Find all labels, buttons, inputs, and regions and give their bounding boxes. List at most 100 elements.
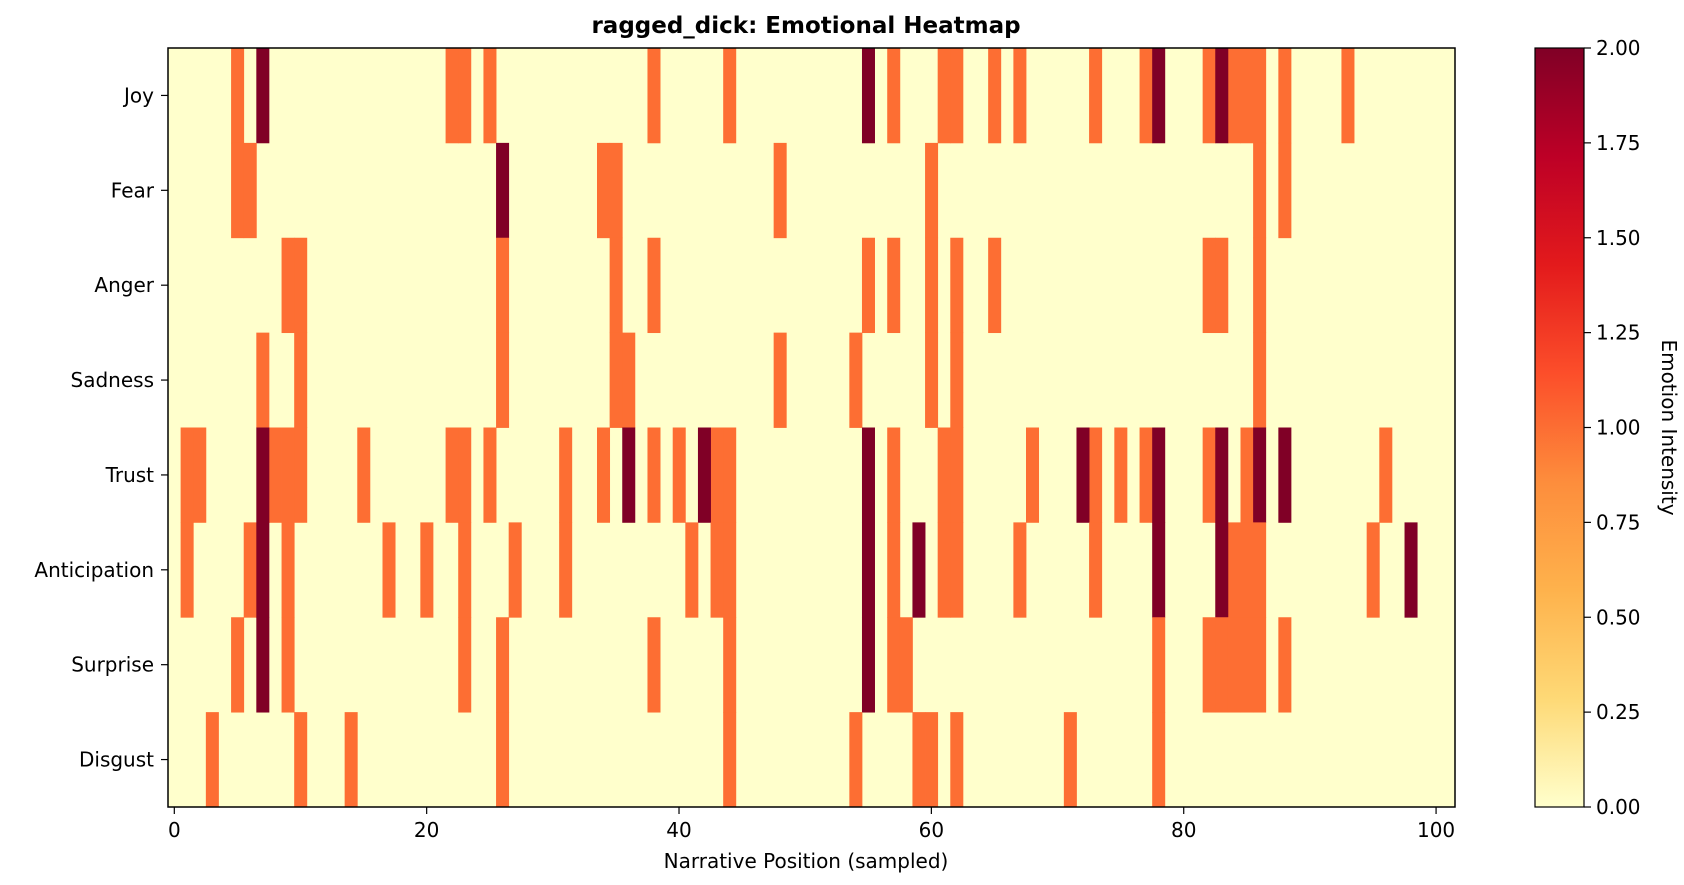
y-axis: Joy Fear Anger Sadness Trust Anticipation Surp…: [34, 83, 168, 772]
heatmap-cell-anger-10: [294, 237, 308, 334]
heatmap-cell-sadness-86: [1253, 332, 1267, 428]
heatmap-cell-disgust-54: [849, 712, 863, 808]
heatmap-cell-trust-78: [1152, 427, 1166, 523]
heatmap-cell-anticipation-1: [180, 522, 194, 618]
heatmap-cell-trust-38: [647, 427, 661, 523]
heatmap-cell-trust-75: [1114, 427, 1128, 523]
heatmap-cell-trust-77: [1139, 427, 1153, 523]
heatmap-cell-joy-67: [1013, 48, 1027, 144]
colorbar-tick-label-0: 0.00: [1596, 795, 1641, 819]
y-tick-label-disgust: Disgust: [79, 748, 154, 772]
heatmap-cell-surprise-55: [861, 617, 875, 713]
heatmap-cell-joy-44: [723, 48, 737, 144]
heatmap-cell-disgust-78: [1152, 712, 1166, 808]
heatmap-cell-trust-55: [861, 427, 875, 523]
heatmap-cell-surprise-44: [723, 617, 737, 713]
heatmap-cell-sadness-62: [950, 332, 964, 428]
heatmap-cell-joy-61: [937, 48, 951, 144]
heatmap-cell-joy-88: [1278, 48, 1292, 144]
heatmap-cell-disgust-3: [205, 712, 219, 808]
heatmap-cell-fear-35: [609, 142, 623, 239]
heatmap-cell-anger-83: [1215, 237, 1229, 334]
x-tick-label-100: 100: [1417, 818, 1455, 842]
heatmap-cell-surprise-83: [1215, 617, 1229, 713]
heatmap-cell-disgust-62: [950, 712, 964, 808]
heatmap-cell-surprise-86: [1253, 617, 1267, 713]
heatmap-cell-fear-86: [1253, 142, 1267, 239]
y-tick-label-anticipation: Anticipation: [34, 558, 154, 582]
heatmap-cell-anticipation-67: [1013, 522, 1027, 618]
heatmap-cell-surprise-7: [256, 617, 270, 713]
heatmap-cell-joy-73: [1089, 48, 1103, 144]
colorbar-tick-label-4: 1.00: [1596, 416, 1641, 440]
heatmap-cell-joy-7: [256, 48, 270, 144]
heatmap-cell-joy-38: [647, 48, 661, 144]
heatmap-cell-sadness-54: [849, 332, 863, 428]
heatmap-cell-anger-82: [1202, 237, 1216, 334]
heatmap-cell-fear-6: [243, 142, 257, 239]
heatmap-cell-trust-15: [357, 427, 371, 523]
x-axis: 0 20 40 60 80 100: [168, 807, 1455, 842]
heatmap-cell-trust-2: [193, 427, 207, 523]
heatmap-cell-trust-83: [1215, 427, 1229, 523]
heatmap-cell-anticipation-9: [281, 522, 295, 618]
heatmap-cell-trust-73: [1089, 427, 1103, 523]
heatmap-cell-trust-7: [256, 427, 270, 523]
heatmap-cell-disgust-60: [925, 712, 939, 808]
heatmap-cell-trust-43: [710, 427, 724, 523]
heatmap-cell-trust-1: [180, 427, 194, 523]
heatmap-cell-surprise-84: [1227, 617, 1241, 713]
heatmap-cell-surprise-88: [1278, 617, 1292, 713]
heatmap-cell-fear-60: [925, 142, 939, 239]
heatmap-cell-anger-35: [609, 237, 623, 334]
heatmap-cell-anticipation-95: [1366, 522, 1380, 618]
heatmap-cell-trust-40: [672, 427, 686, 523]
y-tick-label-fear: Fear: [111, 178, 155, 202]
heatmap-cell-sadness-26: [496, 332, 510, 428]
heatmap-cell-anticipation-57: [887, 522, 901, 618]
heatmap-cell-surprise-78: [1152, 617, 1166, 713]
heatmap-cell-disgust-10: [294, 712, 308, 808]
heatmap-cell-joy-86: [1253, 48, 1267, 144]
colorbar-tick-label-3: 0.75: [1596, 510, 1641, 534]
heatmap-cell-disgust-59: [912, 712, 926, 808]
heatmap-cell-joy-25: [483, 48, 497, 144]
heatmap-cell-anger-26: [496, 237, 510, 334]
heatmap-cell-surprise-58: [899, 617, 913, 713]
y-tick-label-surprise: Surprise: [71, 653, 154, 677]
heatmap-cell-fear-34: [597, 142, 611, 239]
heatmap-cell-trust-68: [1026, 427, 1040, 523]
heatmap-cell-joy-83: [1215, 48, 1229, 144]
heatmap-cell-joy-78: [1152, 48, 1166, 144]
heatmap-cell-anticipation-43: [710, 522, 724, 618]
heatmap-cell-anticipation-31: [559, 522, 573, 618]
colorbar: [1534, 47, 1585, 808]
heatmap-cell-anticipation-20: [420, 522, 434, 618]
heatmap-cell-joy-23: [458, 48, 472, 144]
heatmap-cell-joy-22: [445, 48, 459, 144]
heatmap-cell-joy-77: [1139, 48, 1153, 144]
heatmap-cell-trust-22: [445, 427, 459, 523]
colorbar-tick-label-1: 0.25: [1596, 700, 1641, 724]
heatmap-cell-surprise-82: [1202, 617, 1216, 713]
heatmap-cell-sadness-35: [609, 332, 623, 428]
heatmap-cell-trust-36: [622, 427, 636, 523]
heatmap-cell-anger-55: [861, 237, 875, 334]
heatmap-cell-trust-9: [281, 427, 295, 523]
heatmap-cells: [168, 48, 1455, 808]
heatmap-cell-trust-34: [597, 427, 611, 523]
heatmap-cell-anticipation-86: [1253, 522, 1267, 618]
heatmap-cell-joy-93: [1341, 48, 1355, 144]
heatmap-cell-anticipation-41: [685, 522, 699, 618]
heatmap-cell-sadness-10: [294, 332, 308, 428]
heatmap-cell-sadness-36: [622, 332, 636, 428]
heatmap-cell-anticipation-84: [1227, 522, 1241, 618]
heatmap-cell-trust-42: [697, 427, 711, 523]
heatmap-cell-trust-23: [458, 427, 472, 523]
heatmap-cell-fear-5: [231, 142, 245, 239]
colorbar-axis: 0.00 0.25 0.50 0.75 1.00 1.25 1.50 1.75 2.00: [1584, 36, 1641, 819]
heatmap-cell-anticipation-7: [256, 522, 270, 618]
heatmap-cell-sadness-60: [925, 332, 939, 428]
heatmap-cell-anger-60: [925, 237, 939, 334]
